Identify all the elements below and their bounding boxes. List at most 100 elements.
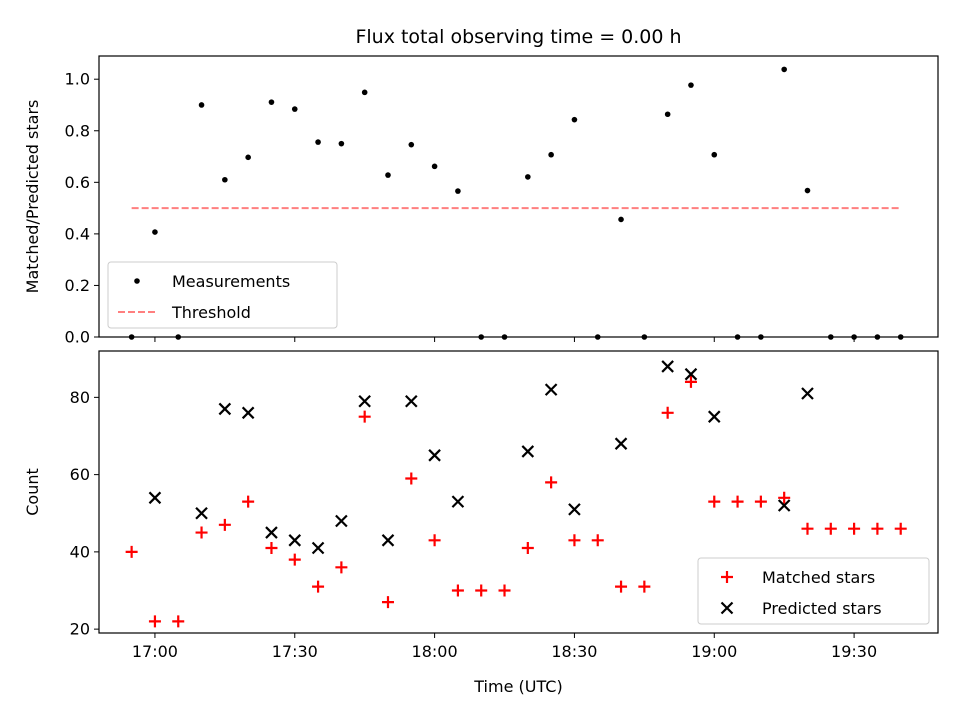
- matched-stars-point: [428, 534, 441, 547]
- x-tick-label: 19:30: [831, 642, 877, 661]
- matched-stars-point: [708, 495, 721, 508]
- predicted-stars-point: [358, 394, 371, 408]
- y-tick-label: 60: [70, 465, 90, 484]
- matched-stars-point: [288, 553, 301, 566]
- x-axis-label: Time (UTC): [473, 677, 562, 696]
- matched-stars-point: [265, 542, 278, 555]
- legend-box: [107, 261, 338, 329]
- matched-stars-point: [335, 561, 348, 574]
- measurement-point: [408, 141, 415, 148]
- y-tick-label: 0.4: [65, 224, 90, 243]
- measurement-point: [291, 106, 298, 112]
- measurement-point: [525, 174, 531, 180]
- matched-stars-point: [661, 406, 674, 419]
- matched-stars-point: [824, 522, 837, 535]
- y-tick-label: 0.0: [65, 328, 90, 347]
- measurement-point: [385, 172, 391, 178]
- chart-title: Flux total observing time = 0.00 h: [355, 26, 681, 48]
- measurement-point: [268, 99, 275, 105]
- legend-label: Matched stars: [762, 568, 875, 587]
- measurement-point: [338, 140, 345, 147]
- matched-stars-point: [358, 410, 371, 423]
- matched-stars-point: [591, 534, 604, 547]
- measurement-point: [688, 82, 694, 88]
- matched-stars-point: [312, 580, 325, 593]
- predicted-stars-point: [195, 506, 208, 520]
- matched-stars-point: [684, 375, 697, 388]
- matched-stars-point: [778, 491, 791, 504]
- matched-stars-point: [381, 596, 394, 609]
- matched-stars-point: [521, 542, 534, 555]
- y-tick-label: 0.6: [65, 173, 90, 192]
- legend-label: Measurements: [172, 272, 290, 291]
- axes-frame: [98, 55, 939, 338]
- predicted-stars-point: [218, 402, 232, 416]
- predicted-stars-point: [381, 534, 395, 547]
- matched-stars-point: [148, 615, 161, 628]
- legend-label: Predicted stars: [762, 599, 882, 618]
- y-tick-label: 40: [70, 542, 90, 561]
- matched-stars-point: [242, 495, 255, 508]
- predicted-stars-point: [241, 406, 255, 420]
- legend-measurement-swatch: [134, 278, 140, 284]
- matched-stars-point: [545, 476, 558, 489]
- x-tick-label: 18:00: [412, 642, 458, 661]
- measurement-point: [455, 188, 461, 194]
- legend-predicted-swatch: [720, 601, 734, 615]
- x-tick-label: 19:00: [691, 642, 737, 661]
- predicted-stars-point: [614, 437, 628, 450]
- predicted-stars-point: [777, 499, 791, 512]
- matched-stars-point: [801, 522, 814, 535]
- y-tick-label: 0.2: [65, 276, 90, 295]
- predicted-stars-point: [265, 526, 278, 539]
- measurement-point: [781, 66, 787, 73]
- measurement-point: [711, 151, 718, 158]
- predicted-stars-point: [148, 491, 162, 505]
- predicted-stars-point: [311, 541, 325, 555]
- matched-stars-point: [871, 522, 884, 535]
- matched-stars-point: [125, 545, 138, 558]
- matched-stars-point: [894, 522, 907, 535]
- matched-stars-point: [405, 472, 418, 485]
- legend: Measurements Threshold: [107, 261, 338, 329]
- matched-stars-point: [615, 580, 628, 593]
- x-tick-label: 18:30: [551, 642, 597, 661]
- measurement-point: [198, 102, 205, 108]
- matched-stars-point: [451, 584, 464, 597]
- measurement-point: [548, 151, 554, 158]
- predicted-stars-point: [544, 383, 558, 396]
- predicted-stars-point: [684, 367, 698, 381]
- y-axis-label: Count: [23, 468, 42, 516]
- matched-stars-point: [848, 522, 861, 535]
- legend-label: Threshold: [171, 303, 251, 322]
- ratio-panel: 0.0 0.2 0.4 0.6 0.8 1.0 Matched/Predicted star…: [23, 26, 939, 347]
- matched-stars-point: [568, 534, 581, 547]
- y-tick-label: 20: [70, 620, 90, 639]
- predicted-stars-point: [707, 410, 721, 423]
- measurement-point: [664, 111, 671, 118]
- measurement-point: [571, 116, 578, 123]
- matched-stars-point: [218, 518, 231, 531]
- predicted-stars-point: [521, 445, 535, 458]
- x-tick-label: 17:30: [272, 642, 318, 661]
- matched-stars-point: [475, 584, 488, 597]
- predicted-stars-point: [801, 387, 814, 400]
- measurement-point: [315, 139, 321, 145]
- matched-stars-point: [498, 584, 511, 597]
- x-tick-label: 17:00: [132, 642, 178, 661]
- count-panel: 17:00 17:30 18:00 18:30 19:00 19:30 20 40 60 80 Co…: [23, 350, 939, 696]
- measurement-point: [152, 229, 158, 235]
- legend: Matched stars Predicted stars: [697, 557, 930, 625]
- predicted-stars-point: [335, 514, 348, 528]
- predicted-stars-point: [568, 503, 581, 516]
- legend-box: [697, 557, 930, 625]
- measurement-point: [222, 176, 228, 183]
- matched-stars-point: [754, 495, 767, 508]
- measurement-point: [361, 89, 368, 96]
- predicted-stars-point: [288, 534, 302, 547]
- matched-stars-point: [195, 526, 208, 539]
- legend-matched-swatch: [721, 571, 733, 583]
- predicted-stars-point: [661, 360, 674, 373]
- predicted-stars-point: [451, 495, 465, 508]
